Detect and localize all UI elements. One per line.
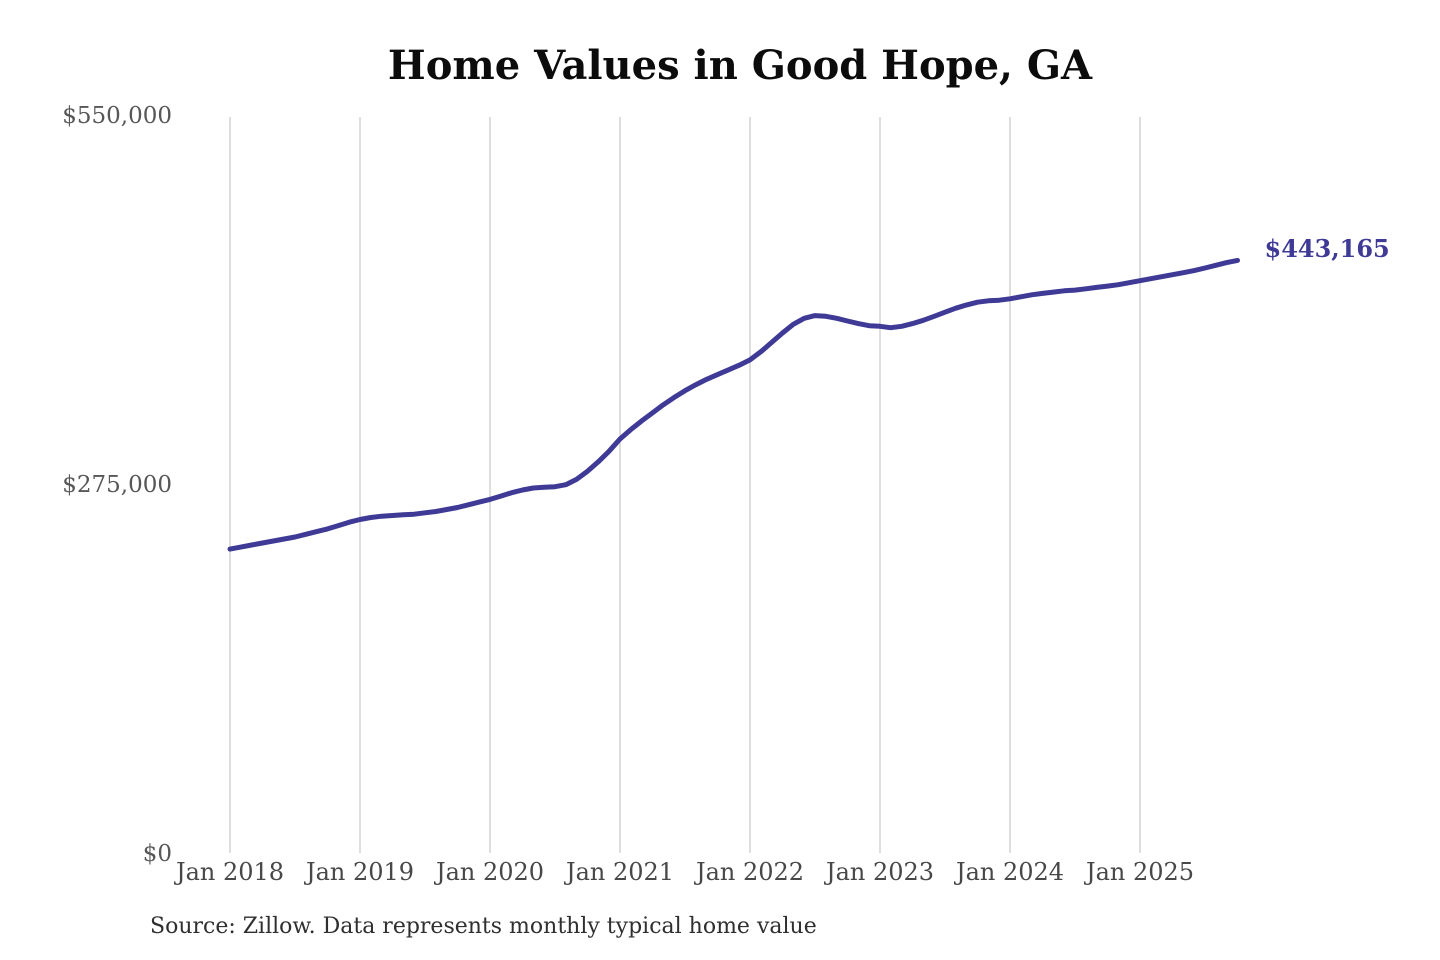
x-tick-label: Jan 2019 — [305, 858, 415, 886]
x-tick-label: Jan 2018 — [175, 858, 285, 886]
y-tick-label: $275,000 — [62, 472, 172, 498]
y-tick-label: $0 — [142, 841, 172, 867]
x-tick-label: Jan 2024 — [955, 858, 1065, 886]
x-tick-label: Jan 2025 — [1085, 858, 1195, 886]
gridlines — [229, 117, 1141, 853]
x-tick-label: Jan 2020 — [435, 858, 545, 886]
latest-value-label: $443,165 — [1264, 234, 1390, 264]
x-tick-label: Jan 2023 — [825, 858, 935, 886]
y-tick-label: $550,000 — [62, 103, 172, 129]
home-value-line — [227, 257, 1240, 552]
x-tick-label: Jan 2022 — [695, 858, 805, 886]
x-tick-label: Jan 2021 — [565, 858, 675, 886]
source-note: Source: Zillow. Data represents monthly … — [150, 914, 817, 939]
chart-title: Home Values in Good Hope, GA — [387, 42, 1093, 89]
